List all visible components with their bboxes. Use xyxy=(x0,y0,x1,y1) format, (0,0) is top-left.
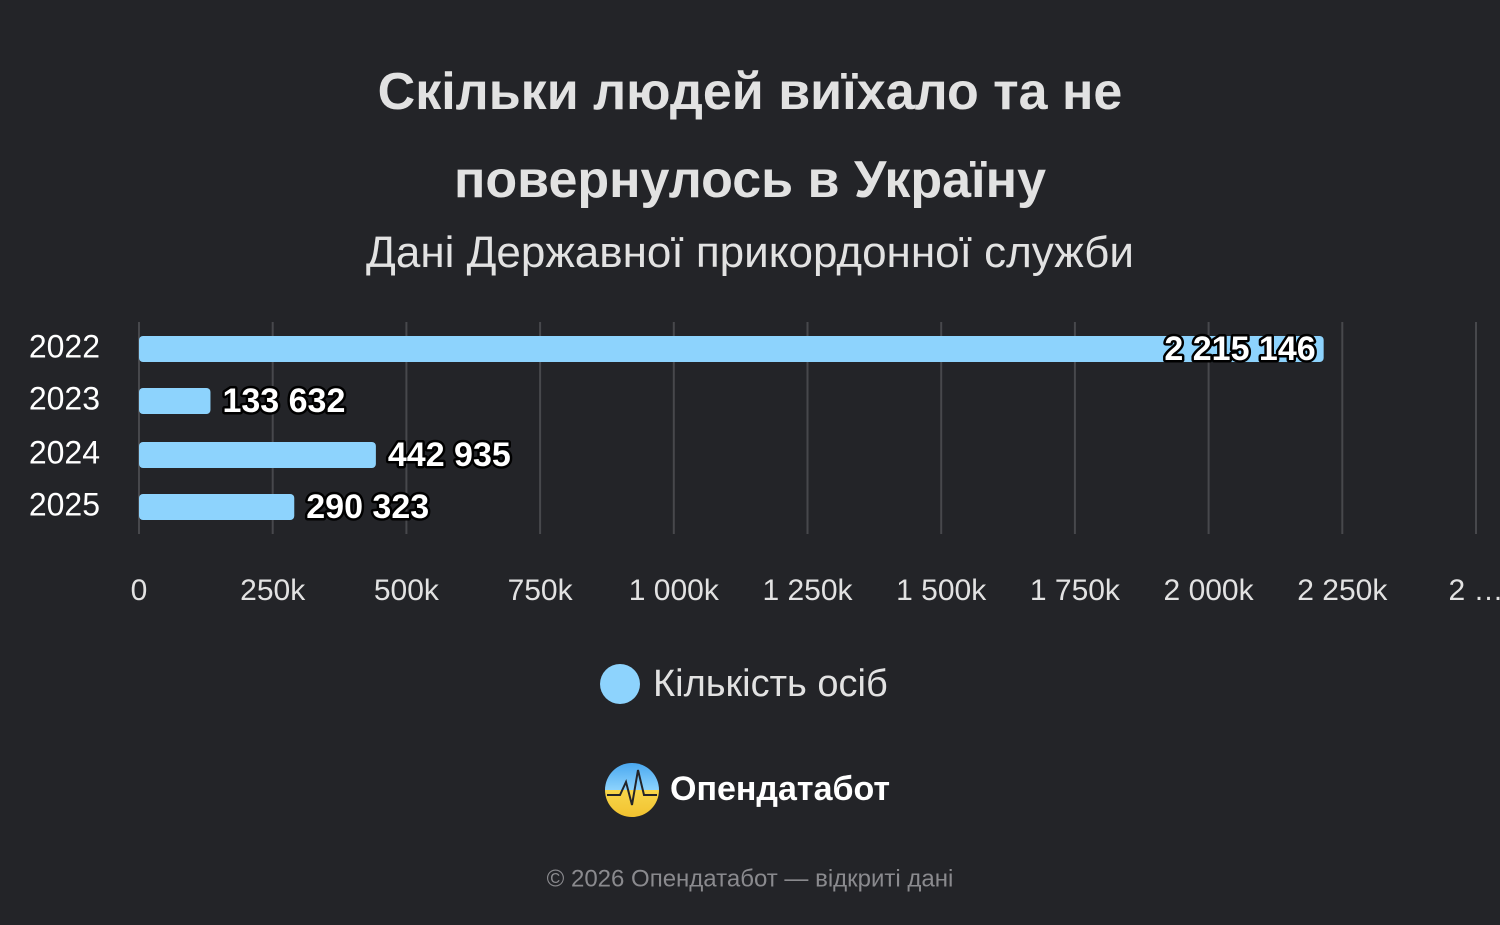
value-label: 2 215 146 xyxy=(1164,330,1315,368)
x-tick-label: 500k xyxy=(374,574,440,607)
logo-icon xyxy=(605,763,659,817)
legend-swatch xyxy=(600,664,640,704)
legend-label: Кількість осіб xyxy=(653,663,888,705)
x-tick-label: 2 250k xyxy=(1297,574,1388,607)
x-tick-label: 2 000k xyxy=(1164,574,1255,607)
y-tick-label: 2025 xyxy=(29,486,100,522)
bar xyxy=(139,336,1324,362)
x-tick-label: 0 xyxy=(131,574,148,607)
x-tick-label: 750k xyxy=(508,574,574,607)
bar xyxy=(139,494,295,520)
y-tick-label: 2023 xyxy=(29,380,100,416)
logo-wave xyxy=(607,769,657,806)
x-tick-label: 1 750k xyxy=(1030,574,1121,607)
chart-title: Скільки людей виїхало та не повернулось … xyxy=(377,63,1123,209)
x-tick-label: 1 250k xyxy=(762,574,853,607)
x-tick-label: 2 … xyxy=(1448,574,1500,607)
y-tick-label: 2022 xyxy=(29,328,100,364)
x-tick-label: 250k xyxy=(240,574,306,607)
footer: © 2026 Опендатабот — відкриті дані xyxy=(547,865,954,892)
value-label: 442 935 xyxy=(388,436,511,474)
chart-subtitle: Дані Державної прикордонної служби xyxy=(366,228,1134,277)
value-label: 133 632 xyxy=(222,382,345,420)
bar xyxy=(139,442,376,468)
y-tick-label: 2024 xyxy=(29,434,100,470)
logo-text: Опендатабот xyxy=(670,770,890,808)
value-label: 290 323 xyxy=(306,488,429,526)
bar xyxy=(139,388,211,414)
x-tick-label: 1 500k xyxy=(896,574,987,607)
x-tick-label: 1 000k xyxy=(629,574,720,607)
